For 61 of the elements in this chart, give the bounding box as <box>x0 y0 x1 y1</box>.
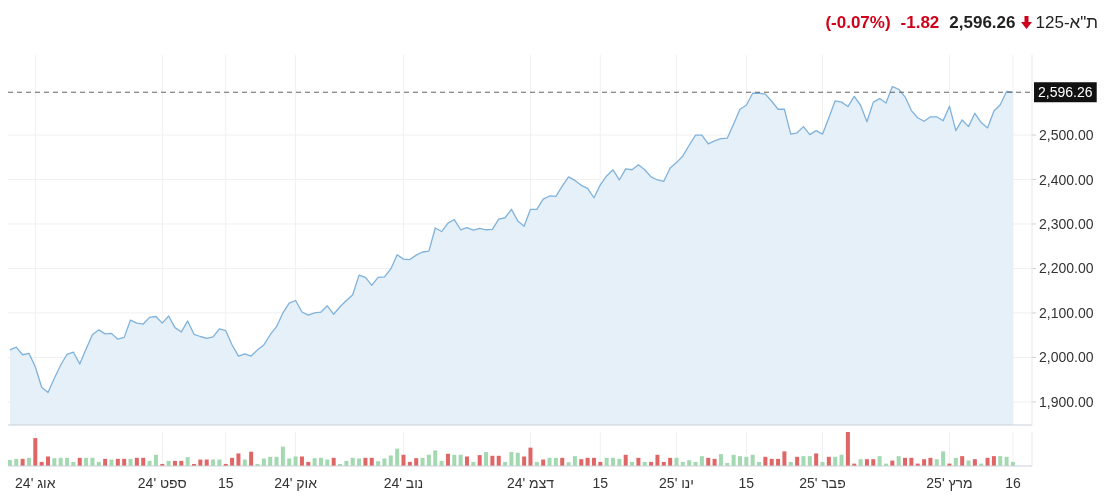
bar <box>814 453 819 466</box>
bar <box>388 455 393 466</box>
bar <box>515 452 520 466</box>
ref-line-label: 2,596.26 <box>1038 84 1093 101</box>
bar <box>280 446 285 466</box>
bar <box>807 456 812 466</box>
bar <box>46 456 50 466</box>
bar <box>484 452 489 466</box>
bar <box>236 453 241 466</box>
bar <box>941 451 946 466</box>
bar <box>299 456 304 466</box>
bar <box>877 456 882 466</box>
x-tick-label: ינו '25 <box>659 475 694 491</box>
bar <box>445 453 450 466</box>
bar <box>801 456 806 466</box>
x-tick-label: 15 <box>217 475 234 491</box>
bar <box>185 457 190 466</box>
bar <box>960 456 965 466</box>
x-tick-label: 15 <box>592 475 609 491</box>
x-tick-label: אוג '24 <box>15 475 56 491</box>
text: 2,596.26 <box>949 13 1016 32</box>
bar <box>312 458 317 466</box>
y-tick-label: 2,500.00 <box>1039 127 1094 144</box>
bar <box>528 447 533 466</box>
x-tick-label: ספט '24 <box>137 475 187 491</box>
bar <box>293 456 298 466</box>
x-tick-label: 15 <box>738 475 755 491</box>
x-tick-label: 16 <box>1005 475 1021 491</box>
y-tick-label: 1,900.00 <box>1039 393 1094 410</box>
bar <box>699 456 704 466</box>
y-tick-label: 2,100.00 <box>1039 304 1094 321</box>
bar <box>52 458 57 466</box>
bar <box>718 454 723 466</box>
x-tick-label: אוק '24 <box>274 475 318 491</box>
bar <box>509 452 514 466</box>
bar <box>522 456 527 466</box>
text: -1.82 <box>900 13 940 32</box>
x-tick-label: דצמ '24 <box>506 475 555 491</box>
y-tick-label: 2,000.00 <box>1039 349 1094 366</box>
bar <box>737 456 742 466</box>
bar <box>464 456 469 466</box>
y-tick-label: 2,200.00 <box>1039 260 1094 277</box>
x-tick-label: פבר '25 <box>799 475 846 491</box>
bar <box>572 456 577 466</box>
bar <box>477 455 482 466</box>
x-tick-label: מרץ '25 <box>926 475 973 491</box>
bar <box>896 456 901 466</box>
text: (-0.07%) <box>825 13 891 32</box>
text: ת"א-125 <box>1035 13 1098 32</box>
bar <box>991 456 996 466</box>
bar <box>845 432 850 466</box>
bar <box>998 456 1003 466</box>
bar <box>395 448 400 466</box>
y-tick-label: 2,300.00 <box>1039 215 1094 232</box>
bar <box>414 458 419 466</box>
x-tick-label: נוב '24 <box>383 475 424 491</box>
bar <box>249 451 254 466</box>
y-tick-label: 2,400.00 <box>1039 171 1094 188</box>
bar <box>782 451 787 466</box>
bar <box>33 438 38 466</box>
bar <box>433 450 438 466</box>
